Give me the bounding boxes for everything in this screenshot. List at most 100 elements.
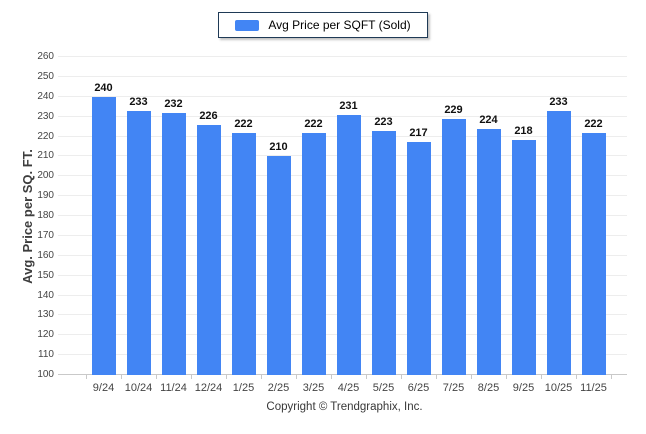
copyright-footer: Copyright © Trendgraphix, Inc. bbox=[266, 401, 423, 413]
bar-value-label: 240 bbox=[94, 81, 113, 94]
y-tick-label: 210 bbox=[37, 150, 54, 162]
bar-column: 217 bbox=[401, 57, 436, 375]
bar-column: 233 bbox=[121, 57, 156, 375]
y-tick-label: 230 bbox=[37, 110, 54, 122]
x-tick-mark bbox=[331, 375, 332, 379]
x-axis-label: 10/25 bbox=[544, 382, 573, 394]
x-tick-mark bbox=[611, 375, 612, 379]
x-tick-mark bbox=[541, 375, 542, 379]
bar-column: 240 bbox=[86, 57, 121, 375]
bar-value-label: 222 bbox=[304, 117, 323, 130]
legend-label: Avg Price per SQFT (Sold) bbox=[268, 18, 411, 32]
bar-value-label: 223 bbox=[374, 115, 393, 128]
y-tick-label: 140 bbox=[37, 289, 54, 301]
legend: Avg Price per SQFT (Sold) bbox=[218, 12, 428, 38]
x-tick-mark bbox=[436, 375, 437, 379]
bar-column: 232 bbox=[156, 57, 191, 375]
y-tick-label: 180 bbox=[37, 210, 54, 221]
bar-column: 222 bbox=[296, 57, 331, 375]
legend-bar: Avg Price per SQFT (Sold) bbox=[0, 12, 646, 38]
bar-1/25 bbox=[231, 132, 256, 375]
bar-2/25 bbox=[266, 156, 291, 375]
bar-value-label: 226 bbox=[199, 109, 218, 122]
legend-swatch-icon bbox=[235, 19, 260, 31]
bar-value-label: 218 bbox=[514, 125, 533, 138]
x-axis-label: 12/24 bbox=[194, 382, 223, 394]
plot-area: 240 233 232 226 222 210 222 231 223 217 229 224 218 2… bbox=[58, 56, 627, 375]
x-axis-label: 8/25 bbox=[477, 382, 500, 394]
bar-column: 229 bbox=[436, 57, 471, 375]
gridline bbox=[58, 75, 627, 77]
x-axis-labels: 9/24 10/24 11/24 12/24 1/25 2/25 3/25 4/25 5/25 6… bbox=[62, 382, 627, 394]
x-tick-mark bbox=[506, 375, 507, 379]
x-tick-mark bbox=[156, 375, 157, 379]
x-axis-label: 9/25 bbox=[512, 382, 535, 394]
x-tick-mark bbox=[86, 375, 87, 379]
y-tick-label: 190 bbox=[37, 190, 54, 202]
bar-6/25 bbox=[406, 142, 431, 375]
x-axis-label: 11/25 bbox=[580, 382, 607, 394]
bar-11/25 bbox=[581, 132, 606, 375]
y-tick-label: 240 bbox=[37, 90, 54, 102]
bar-4/25 bbox=[336, 114, 361, 375]
bar-value-label: 233 bbox=[129, 95, 148, 108]
bar-12/24 bbox=[196, 124, 221, 375]
y-tick-label: 150 bbox=[37, 269, 54, 281]
bar-value-label: 232 bbox=[164, 97, 183, 110]
gridline bbox=[58, 56, 627, 57]
bar-value-label: 224 bbox=[479, 113, 498, 126]
y-tick-label: 110 bbox=[38, 349, 54, 361]
x-axis-label: 3/25 bbox=[302, 382, 325, 394]
y-tick-label: 220 bbox=[37, 130, 54, 142]
x-tick-mark bbox=[296, 375, 297, 379]
x-tick-mark bbox=[191, 375, 192, 379]
bar-series: 240 233 232 226 222 210 222 231 223 217 229 224 218 2… bbox=[62, 57, 627, 375]
x-axis: 9/24 10/24 11/24 12/24 1/25 2/25 3/25 4/25 5/25 6… bbox=[62, 375, 627, 401]
bar-column: 210 bbox=[261, 57, 296, 375]
y-tick-label: 170 bbox=[37, 229, 54, 241]
x-axis-label: 1/25 bbox=[232, 382, 255, 394]
x-axis-label: 10/24 bbox=[124, 382, 153, 394]
x-axis-label: 4/25 bbox=[337, 382, 360, 394]
bar-column: 218 bbox=[506, 57, 541, 375]
bar-value-label: 229 bbox=[444, 103, 463, 116]
x-axis-label: 2/25 bbox=[267, 382, 290, 394]
bar-column: 233 bbox=[541, 57, 576, 375]
y-axis-tick-labels: 100 110 120 130 140 150 160 170 180 190 200 210 220 2… bbox=[0, 52, 56, 380]
bar-10/24 bbox=[126, 110, 151, 375]
y-tick-label: 120 bbox=[37, 329, 54, 341]
gridline bbox=[58, 95, 627, 97]
bar-column: 226 bbox=[191, 57, 226, 375]
x-axis-label: 7/25 bbox=[442, 382, 465, 394]
bar-value-label: 222 bbox=[584, 117, 603, 130]
bar-value-label: 222 bbox=[234, 117, 253, 130]
x-tick-mark bbox=[471, 375, 472, 379]
bar-value-label: 217 bbox=[409, 127, 428, 140]
x-tick-mark bbox=[401, 375, 402, 379]
bar-8/25 bbox=[476, 128, 501, 375]
bar-9/25 bbox=[511, 140, 536, 375]
bar-value-label: 231 bbox=[339, 99, 358, 112]
bar-column: 222 bbox=[226, 57, 261, 375]
y-tick-label: 100 bbox=[37, 369, 54, 380]
bar-column: 222 bbox=[576, 57, 611, 375]
x-axis-label: 5/25 bbox=[372, 382, 395, 394]
x-tick-mark bbox=[366, 375, 367, 379]
bar-7/25 bbox=[441, 118, 466, 375]
x-axis-label: 9/24 bbox=[92, 382, 115, 394]
x-tick-mark bbox=[121, 375, 122, 379]
bar-11/24 bbox=[161, 112, 186, 375]
y-tick-label: 200 bbox=[37, 170, 54, 182]
x-axis-label: 11/24 bbox=[160, 382, 187, 394]
y-tick-label: 160 bbox=[37, 249, 54, 261]
y-tick-label: 260 bbox=[37, 51, 54, 62]
bar-5/25 bbox=[371, 130, 396, 375]
bar-value-label: 233 bbox=[549, 95, 568, 108]
bar-9/24 bbox=[91, 96, 116, 375]
bar-column: 231 bbox=[331, 57, 366, 375]
x-tick-mark bbox=[261, 375, 262, 379]
bar-3/25 bbox=[301, 132, 326, 375]
bar-column: 224 bbox=[471, 57, 506, 375]
bar-10/25 bbox=[546, 110, 571, 375]
